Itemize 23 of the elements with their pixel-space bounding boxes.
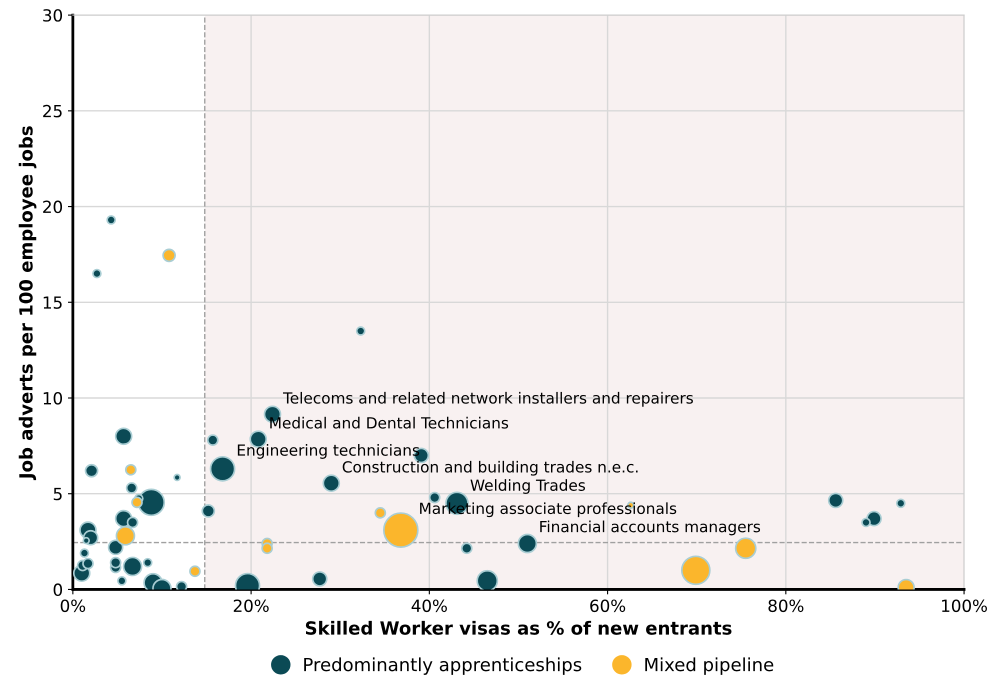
legend-label: Predominantly apprenticeships xyxy=(304,657,582,675)
annotation: Financial accounts managers xyxy=(540,520,760,536)
x-tick-label: 100% xyxy=(942,599,987,612)
y-tick-label: 10 xyxy=(44,392,62,405)
annotation: Medical and Dental Technicians xyxy=(270,416,508,429)
x-tick-label: 20% xyxy=(234,599,269,612)
y-axis-title: Job adverts per 100 employee jobs xyxy=(18,126,36,480)
y-tick-label: 0 xyxy=(54,583,62,596)
annotation: Telecoms and related network installers and repairers xyxy=(282,392,693,407)
annotation: Welding Trades xyxy=(470,479,586,494)
x-tick-label: 0% xyxy=(60,599,86,612)
x-tick-label: 80% xyxy=(768,599,804,612)
x-axis-title: Skilled Worker visas as % of new entrants xyxy=(306,620,732,635)
x-tick-label: 60% xyxy=(590,599,626,612)
y-tick-label: 15 xyxy=(44,296,62,309)
x-tick-label: 40% xyxy=(412,599,447,612)
y-tick-label: 30 xyxy=(43,9,62,22)
annotation: Construction and building trades n.e.c. xyxy=(342,460,638,476)
y-tick-label: 20 xyxy=(43,200,62,214)
legend-label: Mixed pipeline xyxy=(645,657,774,675)
y-tick-label: 5 xyxy=(54,488,62,500)
annotation: Engineering technicians xyxy=(238,444,420,459)
y-tick-label: 25 xyxy=(43,104,62,118)
